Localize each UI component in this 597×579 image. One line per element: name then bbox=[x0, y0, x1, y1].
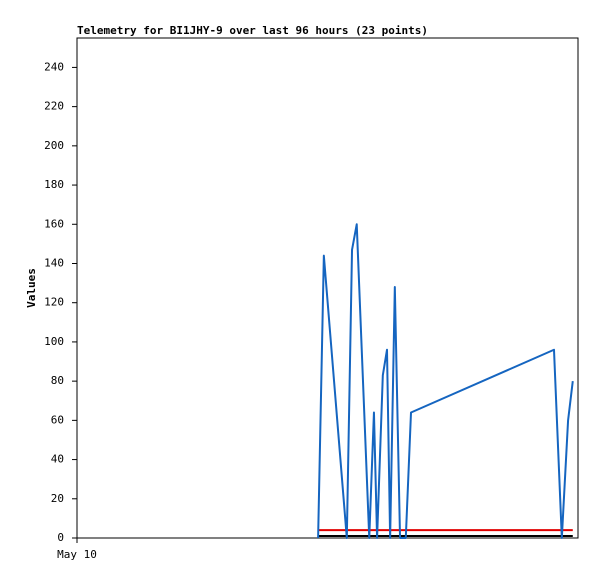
y-tick-label: 20 bbox=[51, 492, 64, 505]
y-tick-label: 120 bbox=[44, 296, 64, 309]
y-tick-label: 180 bbox=[44, 178, 64, 191]
plot-frame bbox=[76, 37, 579, 539]
y-tick-label: 40 bbox=[51, 453, 64, 466]
y-tick-label: 240 bbox=[44, 60, 64, 73]
y-tick-label: 0 bbox=[57, 531, 64, 544]
chart-title: Telemetry for BI1JHY-9 over last 96 hour… bbox=[77, 24, 428, 37]
y-tick-label: 80 bbox=[51, 374, 64, 387]
y-tick-label: 220 bbox=[44, 100, 64, 113]
y-tick-label: 100 bbox=[44, 335, 64, 348]
x-tick-label: May 10 bbox=[57, 548, 97, 561]
y-tick-label: 200 bbox=[44, 139, 64, 152]
y-tick-label: 160 bbox=[44, 217, 64, 230]
y-tick-label: 140 bbox=[44, 256, 64, 269]
y-tick-label: 60 bbox=[51, 413, 64, 426]
series-line bbox=[317, 223, 574, 539]
y-axis-label: Values bbox=[25, 268, 38, 308]
